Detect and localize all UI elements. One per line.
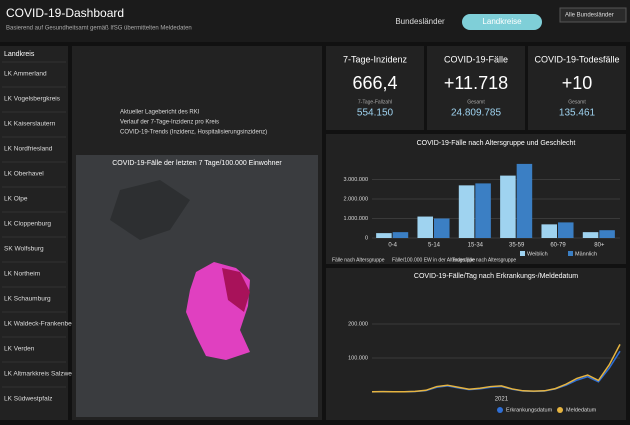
bar — [558, 222, 574, 238]
y-tick-label: 1.000.000 — [344, 216, 368, 222]
bar — [500, 175, 516, 238]
daily-chart-panel — [326, 268, 626, 420]
bar — [434, 218, 450, 238]
kpi-sub-value: 135.461 — [559, 108, 596, 119]
legend-label: Meldedatum — [566, 407, 597, 413]
district-name[interactable]: LK Cloppenburg — [4, 221, 51, 228]
tab[interactable]: Bundesländer — [395, 17, 445, 26]
y-tick-label: 2.000.000 — [344, 196, 368, 202]
kpi-sub-value: 554.150 — [357, 108, 394, 119]
y-tick-label: 0 — [365, 235, 368, 241]
kpi-value: +10 — [562, 73, 593, 93]
legend-label: Männlich — [575, 251, 597, 257]
y-tick-label: 100.000 — [348, 355, 368, 361]
district-name[interactable]: LK Südwestpfalz — [4, 396, 52, 403]
bar — [516, 163, 533, 238]
kpi-sub-label: 7-Tage-Fallzahl — [358, 99, 392, 105]
x-tick-label: 80+ — [594, 243, 605, 249]
legend-swatch — [497, 407, 503, 413]
link[interactable]: Aktueller Lagebericht des RKI — [120, 110, 200, 116]
district-name[interactable]: LK Ammerland — [4, 71, 47, 78]
kpi-value: 666,4 — [352, 73, 397, 93]
tab-active-bg — [462, 14, 542, 30]
bar — [376, 233, 392, 238]
kpi-card — [427, 46, 525, 130]
link[interactable]: Verlauf der 7-Tage-Inzidenz pro Kreis — [120, 120, 219, 126]
germany-region — [222, 268, 250, 312]
legend-swatch — [568, 251, 573, 256]
map-title: COVID-19-Fälle der letzten 7 Tage/100.00… — [112, 160, 282, 167]
legend-label: Erkrankungsdatum — [506, 407, 553, 413]
legend-swatch — [557, 407, 563, 413]
kpi-sub-value: 24.809.785 — [451, 108, 501, 119]
y-tick-label: 200.000 — [348, 321, 368, 327]
district-name[interactable]: LK Northeim — [4, 271, 40, 278]
x-tick-label: 0-4 — [388, 243, 397, 249]
chart-tab[interactable]: Fälle/100.000 EW in der Altersgruppe — [392, 257, 475, 263]
bar — [475, 183, 491, 238]
bar — [392, 232, 409, 238]
x-tick-label: 60-79 — [550, 243, 566, 249]
district-name[interactable]: LK Kaiserslautern — [4, 121, 56, 128]
x-tick-label: 35-59 — [509, 243, 525, 249]
kpi-card — [326, 46, 424, 130]
bar — [582, 232, 599, 238]
select-box[interactable] — [559, 7, 627, 23]
chart-title: COVID-19-Fälle/Tag nach Erkrankungs-/Mel… — [414, 273, 578, 280]
kpi-sub-label: Gesamt — [568, 99, 586, 105]
kpi-title: COVID-19-Fälle — [444, 54, 508, 64]
legend-swatch — [520, 251, 525, 256]
district-name[interactable]: LK Vogelsbergkreis — [4, 96, 61, 103]
district-panel — [0, 46, 68, 420]
app-subtitle: Basierend auf Gesundheitsamt gemäß IfSG … — [6, 26, 192, 32]
district-title: Landkreis — [4, 51, 35, 58]
kpi-title: 7-Tage-Inzidenz — [343, 54, 408, 64]
kpi-value: +11.718 — [444, 73, 508, 93]
series-line — [371, 344, 621, 393]
bar — [599, 230, 615, 238]
district-name[interactable]: SK Wolfsburg — [4, 246, 44, 253]
district-name[interactable]: LK Olpe — [4, 196, 28, 203]
chart-title: COVID-19-Fälle nach Altersgruppe und Ges… — [417, 140, 576, 147]
tab[interactable]: Landkreise — [482, 17, 522, 26]
chart-tab[interactable]: Todesfälle nach Altersgruppe — [452, 257, 516, 263]
kpi-title: COVID-19-Todesfälle — [534, 54, 619, 64]
district-name[interactable]: LK Nordfriesland — [4, 146, 53, 153]
land-shape — [110, 180, 190, 240]
legend-label: Weiblich — [527, 251, 548, 257]
district-name[interactable]: LK Altmarkkreis Salzwedel — [4, 371, 81, 378]
district-name[interactable]: LK Schaumburg — [4, 296, 51, 303]
kpi-card — [528, 46, 626, 130]
app-title: COVID-19-Dashboard — [6, 6, 124, 20]
bar — [458, 185, 475, 238]
kpi-sub-label: Gesamt — [467, 99, 485, 105]
bar — [417, 216, 433, 238]
district-name[interactable]: LK Verden — [4, 346, 35, 353]
y-tick-label: 3.000.000 — [344, 177, 368, 183]
select-label[interactable]: Alle Bundesländer — [565, 13, 614, 19]
link[interactable]: COVID-19-Trends (Inzidenz, Hospitalisier… — [120, 130, 267, 136]
chart-tab[interactable]: Fälle nach Altersgruppe — [332, 257, 385, 263]
district-name[interactable]: LK Waldeck-Frankenberg — [4, 321, 78, 328]
x-tick-label: 15-34 — [468, 243, 484, 249]
x-tick-label: 2021 — [495, 397, 509, 403]
district-name[interactable]: LK Oberhavel — [4, 171, 44, 178]
x-tick-label: 5-14 — [428, 243, 441, 249]
bar — [541, 224, 557, 238]
